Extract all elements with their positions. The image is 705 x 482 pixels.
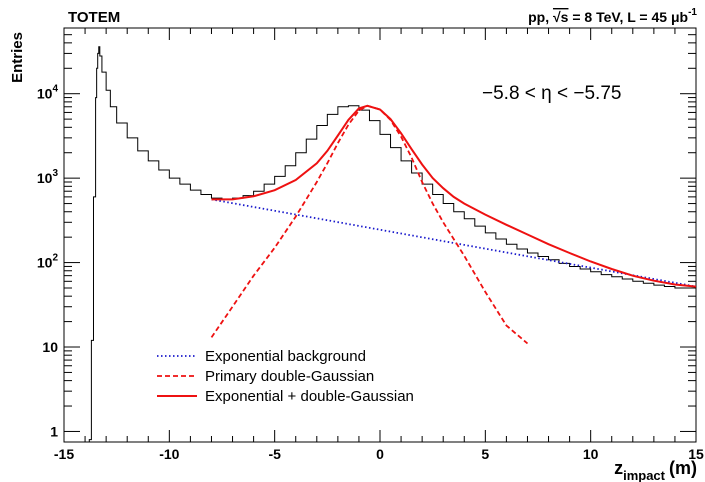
x-tick-label: 15 — [688, 446, 704, 462]
x-tick-label: 5 — [481, 446, 489, 462]
x-tick-label: -10 — [159, 446, 179, 462]
y-tick-label: 102 — [37, 253, 59, 271]
run-info: pp, √s = 8 TeV, L = 45 μb-1 — [528, 7, 697, 25]
data-histogram — [88, 46, 697, 442]
experiment-label: TOTEM — [68, 9, 120, 26]
data-layer — [88, 46, 697, 442]
y-tick-label: 1 — [50, 423, 58, 439]
x-tick-label: -15 — [54, 446, 74, 462]
y-tick-label: 103 — [37, 168, 59, 186]
x-tick-label: 10 — [583, 446, 599, 462]
legend-label: Exponential + double-Gaussian — [205, 388, 414, 405]
legend: Exponential background Primary double-Gau… — [157, 348, 414, 405]
axis-ticks: -15 -10 -5 0 5 10 15 1 10 102 103 104 — [37, 27, 704, 462]
legend-label: Primary double-Gaussian — [205, 368, 374, 385]
y-tick-label: 10 — [42, 339, 58, 355]
y-axis-label: Entries — [9, 32, 26, 83]
x-axis-label: zimpact (m) — [614, 458, 697, 482]
series-line — [210, 104, 529, 345]
x-tick-label: -5 — [268, 446, 281, 462]
legend-label: Exponential background — [205, 348, 366, 365]
y-tick-label: 104 — [37, 84, 59, 102]
x-tick-label: 0 — [376, 446, 384, 462]
series-line — [211, 104, 697, 288]
eta-range-annotation: −5.8 < η < −5.75 — [482, 83, 621, 104]
